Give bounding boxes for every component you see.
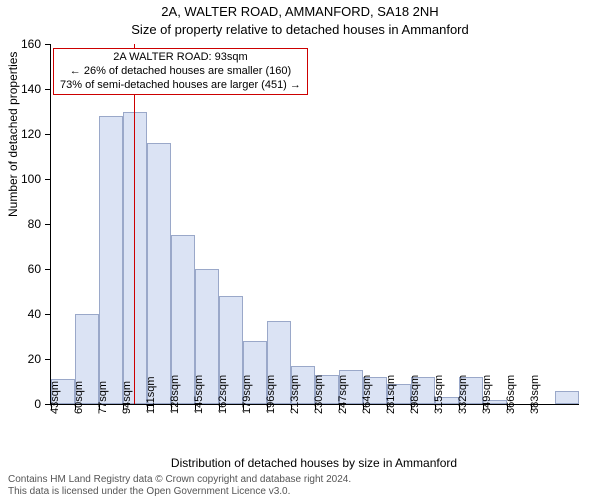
x-tick-label: 366sqm xyxy=(505,375,517,414)
y-tick xyxy=(45,314,51,315)
x-tick-label: 196sqm xyxy=(265,375,277,414)
footer-line-1: Contains HM Land Registry data © Crown c… xyxy=(8,474,592,486)
x-tick-label: 247sqm xyxy=(337,375,349,414)
y-tick-label: 80 xyxy=(28,217,41,231)
x-tick-label: 179sqm xyxy=(241,375,253,414)
x-tick-label: 111sqm xyxy=(145,376,157,414)
y-tick xyxy=(45,89,51,90)
x-tick-label: 315sqm xyxy=(433,375,445,414)
x-tick-label: 383sqm xyxy=(529,375,541,414)
y-tick-label: 160 xyxy=(21,37,41,51)
x-axis-label: Distribution of detached houses by size … xyxy=(50,456,578,470)
chart-subtitle: Size of property relative to detached ho… xyxy=(0,22,600,37)
x-tick-label: 60sqm xyxy=(73,381,85,414)
y-tick xyxy=(45,269,51,270)
x-tick-label: 298sqm xyxy=(409,375,421,414)
x-tick-label: 43sqm xyxy=(49,381,61,414)
x-tick-label: 264sqm xyxy=(361,375,373,414)
x-tick-label: 213sqm xyxy=(289,375,301,414)
footer-attribution: Contains HM Land Registry data © Crown c… xyxy=(8,474,592,498)
histogram-bar xyxy=(99,116,123,404)
x-tick-label: 162sqm xyxy=(217,375,229,414)
y-tick-label: 0 xyxy=(34,397,41,411)
x-tick-label: 77sqm xyxy=(97,381,109,414)
histogram-bar xyxy=(147,143,171,404)
y-tick-label: 120 xyxy=(21,127,41,141)
x-tick-label: 332sqm xyxy=(457,375,469,414)
y-tick xyxy=(45,134,51,135)
histogram-bar xyxy=(123,112,147,405)
y-tick xyxy=(45,224,51,225)
y-tick xyxy=(45,44,51,45)
x-tick-label: 281sqm xyxy=(385,375,397,414)
y-tick-label: 140 xyxy=(21,82,41,96)
chart-title: 2A, WALTER ROAD, AMMANFORD, SA18 2NH xyxy=(0,4,600,19)
y-tick xyxy=(45,359,51,360)
x-tick-label: 128sqm xyxy=(169,375,181,414)
footer-line-2: This data is licensed under the Open Gov… xyxy=(8,486,592,498)
x-tick-label: 94sqm xyxy=(121,381,133,414)
annotation-line: 2A WALTER ROAD: 93sqm xyxy=(60,51,301,65)
annotation-box: 2A WALTER ROAD: 93sqm← 26% of detached h… xyxy=(53,48,308,95)
annotation-line: 73% of semi-detached houses are larger (… xyxy=(60,79,301,93)
y-axis-label: Number of detached properties xyxy=(6,52,20,217)
y-tick-label: 40 xyxy=(28,307,41,321)
y-tick xyxy=(45,179,51,180)
chart-page: 2A, WALTER ROAD, AMMANFORD, SA18 2NH Siz… xyxy=(0,0,600,500)
reference-line xyxy=(134,44,135,404)
plot-area: 02040608010012014016043sqm60sqm77sqm94sq… xyxy=(50,44,579,405)
x-tick-label: 349sqm xyxy=(481,375,493,414)
y-tick-label: 100 xyxy=(21,172,41,186)
y-tick-label: 60 xyxy=(28,262,41,276)
y-tick-label: 20 xyxy=(28,352,41,366)
x-tick-label: 145sqm xyxy=(193,375,205,414)
annotation-line: ← 26% of detached houses are smaller (16… xyxy=(60,65,301,79)
x-tick-label: 230sqm xyxy=(313,375,325,414)
histogram-bar xyxy=(555,391,579,405)
